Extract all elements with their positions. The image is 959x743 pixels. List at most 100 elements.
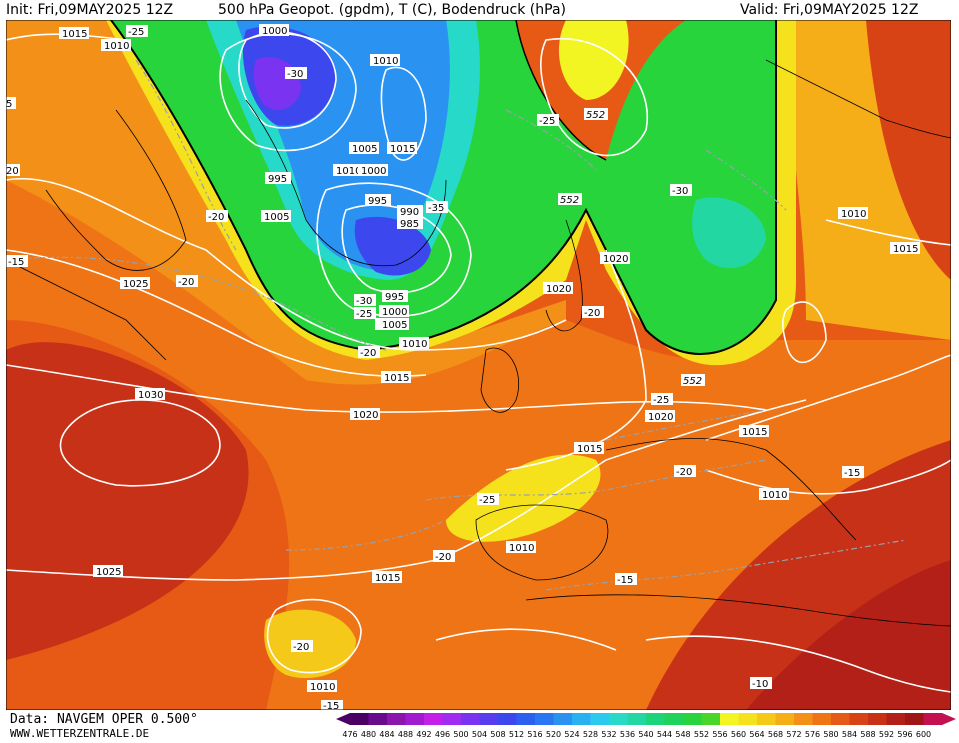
legend-swatch: [683, 713, 702, 725]
pressure-label: 1005: [379, 318, 409, 331]
pressure-label-text: 1005: [382, 320, 407, 331]
legend-tick-label: 480: [361, 730, 376, 739]
coastline-mediterranean-north: [605, 438, 857, 541]
pressure-label-text: 1015: [375, 573, 400, 584]
pressure-label-text: 1030: [138, 390, 163, 401]
valid-time: Valid: Fri,09MAY2025 12Z: [740, 2, 919, 18]
temperature-label-text: -30: [672, 186, 688, 197]
pressure-labels: 1015 1010 1000 1010 995 1005 1015 1010 1…: [59, 24, 920, 693]
pressure-label: 1010: [307, 680, 337, 693]
geopotential-field-darkred-southeast: [746, 560, 951, 710]
geopotential-field-red-west: [6, 342, 249, 660]
legend-swatch: [424, 713, 443, 725]
geopotential-label: 552: [681, 374, 705, 387]
temperature-label-text: -35: [428, 203, 444, 214]
geopotential-field-lightorange-north: [6, 20, 566, 385]
website-label: WWW.WETTERZENTRALE.DE: [10, 727, 150, 740]
legend-tick-label: 520: [546, 730, 561, 739]
isobar-line: [59, 399, 221, 487]
pressure-label-text: 1010: [104, 41, 129, 52]
legend-arrow-left: [336, 713, 350, 725]
geopotential-labels: 552 552 552: [558, 108, 705, 387]
pressure-label: 1020: [543, 282, 573, 295]
isobar-line: [316, 182, 472, 317]
geopotential-field-darkblue-core-south: [354, 216, 431, 276]
pressure-label: 1000: [259, 24, 289, 37]
temperature-label-text: -25: [356, 309, 372, 320]
coastline-russia-north: [765, 59, 951, 139]
temperature-label: -15: [615, 573, 637, 586]
temperature-label-text: -10: [752, 679, 768, 690]
isobar-line: [825, 219, 951, 246]
legend-tick-label: 512: [509, 730, 524, 739]
geopotential-field-red-northeast: [866, 20, 951, 280]
legend-swatch: [368, 713, 388, 725]
geopotential-label-text: 552: [683, 376, 702, 387]
legend-swatch: [757, 713, 776, 725]
isotherm-line: [6, 256, 387, 351]
weather-map-canvas: 1015 1010 1000 1010 995 1005 1015 1010 1…: [6, 20, 951, 710]
pressure-label: 1015: [574, 442, 604, 455]
coastline-greenland-west: [45, 109, 187, 271]
data-source-label: Data: NAVGEM OPER 0.500°: [10, 712, 198, 727]
legend-swatch: [609, 713, 628, 725]
isobar-line: [705, 459, 951, 495]
pressure-label-text: 1010: [762, 490, 787, 501]
isotherm-line: [605, 409, 767, 441]
pressure-label: 1000: [379, 305, 409, 318]
legend-swatch: [886, 713, 906, 725]
geopotential-field-orange: [6, 140, 951, 710]
legend-swatch: [794, 713, 813, 725]
isobar-line: [540, 37, 649, 157]
temperature-label: -25: [126, 25, 148, 38]
temperature-label-text: -20: [178, 277, 194, 288]
geopotential-label: 552: [558, 193, 582, 206]
legend-tick-label: 580: [823, 730, 838, 739]
legend-swatch: [572, 713, 591, 725]
temperature-label: 5: [6, 97, 16, 110]
pressure-label-text: 1025: [96, 567, 121, 578]
isobar-line: [645, 635, 951, 693]
temperature-label-text: 20: [6, 166, 19, 177]
isotherm-line: [505, 109, 597, 171]
coastlines: [6, 59, 951, 627]
geopotential-label-text: 552: [560, 195, 579, 206]
legend-tick-label: 584: [842, 730, 857, 739]
temperature-labels: -25 -30 -35 -20 -15 -20 -25 -30 -25 -20 …: [6, 25, 864, 710]
legend-swatch: [461, 713, 480, 725]
temperature-label-text: -20: [293, 642, 309, 653]
pressure-label-text: 1025: [123, 279, 148, 290]
coastline-labrador: [6, 259, 167, 361]
pressure-label: 1015: [381, 371, 411, 384]
legend-tick-label: 592: [879, 730, 894, 739]
pressure-label: 1015: [890, 242, 920, 255]
chart-header: Init: Fri,09MAY2025 12Z 500 hPa Geopot. …: [0, 0, 959, 20]
legend-tick-label: 548: [675, 730, 690, 739]
isobar-line: [6, 177, 567, 351]
temperature-label: -30: [670, 184, 692, 197]
pressure-label-text: 1000: [382, 307, 407, 318]
legend-tick-label: 524: [564, 730, 579, 739]
isotherms: [6, 59, 907, 591]
temperature-label-text: -20: [676, 467, 692, 478]
legend-tick-label: 560: [731, 730, 746, 739]
pressure-label-text: 1010: [509, 543, 534, 554]
pressure-label-text: 1020: [353, 410, 378, 421]
isobar-line: [782, 301, 827, 364]
legend-tick-label: 568: [768, 730, 783, 739]
temperature-label-text: -25: [128, 27, 144, 38]
pressure-label-text: 1020: [546, 284, 571, 295]
coastline-british-isles: [480, 347, 520, 413]
color-scale-legend: 476 480 484 488 492 496 500 504 508 512 516 520 524 5…: [336, 713, 956, 739]
temperature-label: -30: [354, 294, 376, 307]
pressure-label: 1020: [350, 408, 380, 421]
temperature-label: -10: [750, 677, 772, 690]
legend-tick-label: 596: [897, 730, 912, 739]
legend-swatch: [442, 713, 462, 725]
pressure-label: 1000: [358, 164, 388, 177]
legend-swatch: [627, 713, 647, 725]
color-scale-svg: 476 480 484 488 492 496 500 504 508 512 516 520 524 5…: [336, 713, 956, 739]
pressure-label: 1010: [370, 54, 400, 67]
temperature-label: -25: [477, 493, 499, 506]
legend-tick-label: 552: [694, 730, 709, 739]
